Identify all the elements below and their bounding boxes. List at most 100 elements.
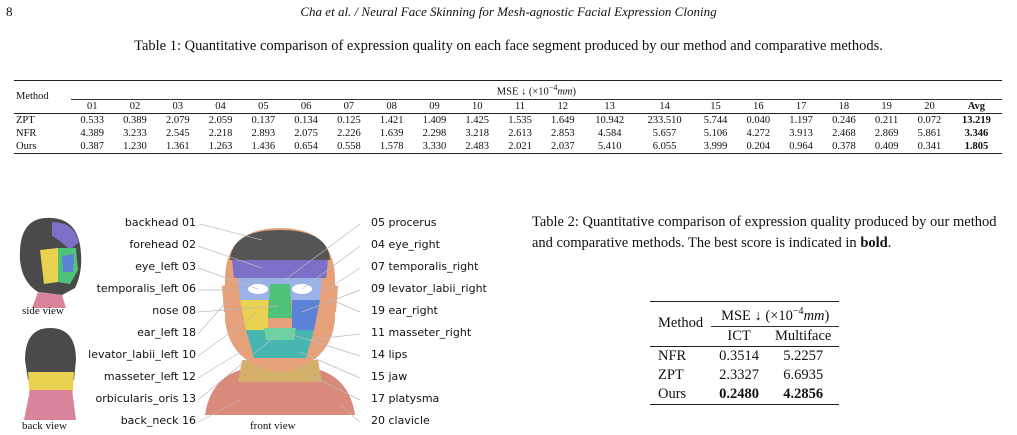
table1-method-header: Method (14, 80, 71, 113)
table1-cell: 0.654 (284, 139, 328, 154)
table1-cell: 2.037 (541, 139, 585, 154)
table1-col-header: 01 (86, 100, 98, 112)
table1-col-header: 08 (386, 100, 397, 112)
front-view-caption: front view (250, 420, 296, 432)
table2-row-method: NFR (650, 345, 712, 366)
leader-lines (197, 223, 361, 423)
segment-label-right: 15 jaw (371, 370, 408, 383)
side-view-caption: side view (22, 305, 64, 317)
table1-cell: 13.219 (950, 112, 1002, 127)
table2-cell: 2.3327 (719, 366, 759, 383)
table1-col-header: 20 (924, 100, 935, 112)
table1-col-header: 03 (172, 100, 184, 112)
table1-cell: 3.218 (465, 127, 490, 139)
table1-cell: 2.613 (508, 127, 532, 139)
segment-label-left: forehead 02 (129, 238, 196, 251)
segment-label-left: nose 08 (152, 304, 196, 317)
table2-method-header: Method (650, 301, 712, 347)
table-row: Ours 0.387 1.230 1.361 1.263 1.436 0.654 0.558 1… (14, 139, 1002, 154)
table1-cell: 2.075 (294, 127, 318, 139)
table2-metric-header: MSE ↓ (×10−4mm) (711, 301, 840, 327)
table1-cell: 4.389 (80, 127, 104, 139)
table1-cell: 1.805 (950, 139, 1002, 154)
table1-cell: 3.346 (964, 127, 989, 139)
segment-label-right: 04 eye_right (371, 238, 440, 251)
table2-cell: 6.6935 (783, 366, 824, 383)
table1-cell: 2.079 (156, 112, 200, 127)
table1-cell: 2.483 (455, 139, 499, 154)
table1-col-header: 10 (471, 100, 483, 112)
table2-col-header: ICT (727, 327, 751, 344)
table1-cell: 0.409 (865, 139, 909, 154)
table2-cell: 0.2480 (711, 384, 767, 405)
table1-col-header: 16 (753, 100, 764, 112)
table1-cell: 0.072 (908, 112, 951, 127)
back-view-caption: back view (22, 420, 67, 432)
table1-cell: 4.272 (746, 127, 771, 139)
table1-cell: 3.999 (694, 139, 737, 154)
table1-col-header: 07 (343, 100, 355, 112)
table2: Method MSE ↓ (×10−4mm) ICT Multiface NFR 0… (650, 301, 840, 405)
table1-cell: 3.233 (123, 127, 147, 139)
table2-row-method: ZPT (658, 366, 684, 383)
table1-cell: 1.578 (370, 139, 414, 154)
table1-col-header: 14 (659, 100, 670, 112)
table1-cell: 1.421 (370, 112, 414, 127)
table1-cell: 2.869 (874, 127, 899, 139)
table1-row-method: NFR (16, 127, 37, 139)
table-row: ZPT 0.533 0.389 2.079 2.059 0.137 0.134 0.125 1.… (14, 112, 1002, 127)
table1-cell: 5.410 (584, 139, 636, 154)
table-row: NFR 0.3514 5.2257 (650, 345, 840, 366)
table2-column-headers: ICT Multiface (650, 326, 839, 346)
table1-col-header: 06 (300, 100, 312, 112)
table1-cell: 1.436 (241, 139, 285, 154)
table1-cell: 1.230 (113, 139, 157, 154)
segment-label-left: ear_left 18 (137, 326, 196, 339)
table1-cell: 5.657 (652, 127, 677, 139)
table1-cell: 0.341 (908, 139, 951, 154)
table1-cell: 2.298 (422, 127, 447, 139)
segment-label-right: 14 lips (371, 348, 408, 361)
table1-cell: 5.861 (917, 127, 942, 139)
segment-label-left: backhead 01 (124, 216, 196, 229)
table1-cell: 0.211 (865, 112, 909, 127)
table1-cell: 3.330 (413, 139, 456, 154)
front-view-head (205, 228, 355, 415)
segment-label-right: 17 platysma (371, 392, 440, 405)
segment-label-right: 05 procerus (371, 216, 437, 229)
table1-cell: 4.584 (597, 127, 622, 139)
table1-metric-header: MSE ↓ (×10−4mm) (70, 80, 1002, 100)
table2-cell: 4.2856 (766, 384, 840, 405)
table1-col-header: 17 (795, 100, 807, 112)
segment-label-left: temporalis_left 06 (96, 282, 196, 295)
table2-row-method: Ours (650, 384, 712, 405)
table1-cell: 2.021 (498, 139, 542, 154)
table1-cell: 0.533 (70, 112, 114, 127)
segment-label-left: levator_labii_left 10 (88, 348, 196, 361)
table2-col-header: Multiface (774, 327, 832, 344)
table1-cell: 1.535 (498, 112, 542, 127)
table1-col-header: 05 (258, 100, 269, 112)
table1-cell: 0.040 (736, 112, 780, 127)
table1-cell: 2.893 (251, 127, 276, 139)
table1-col-header: 02 (129, 100, 141, 112)
table1-col-header: 19 (881, 100, 892, 112)
table1-cell: 2.545 (165, 127, 190, 139)
segment-label-right: 11 masseter_right (371, 326, 472, 339)
table-row: ZPT 2.3327 6.6935 (650, 366, 839, 385)
table1-column-headers: 01 02 03 04 05 06 07 08 09 10 11 12 13 14 15 16 17 18 19 20… (14, 99, 1002, 113)
table-row: Ours 0.2480 4.2856 (650, 384, 840, 405)
table1-col-header: 09 (429, 100, 440, 112)
side-view-head (19, 217, 82, 308)
table1-cell: 1.425 (455, 112, 499, 127)
table1-cell: 0.378 (822, 139, 866, 154)
table1-cell: 1.197 (779, 112, 823, 127)
table1-row-method: ZPT (14, 112, 71, 127)
segment-label-left: eye_left 03 (135, 260, 196, 273)
page-number: 8 (6, 4, 13, 19)
table1-cell: 0.389 (113, 112, 157, 127)
table1-cell: 1.361 (156, 139, 200, 154)
table1-row-method: Ours (14, 139, 71, 154)
segment-label-right: 07 temporalis_right (371, 260, 479, 273)
table1-cell: 5.106 (703, 127, 728, 139)
